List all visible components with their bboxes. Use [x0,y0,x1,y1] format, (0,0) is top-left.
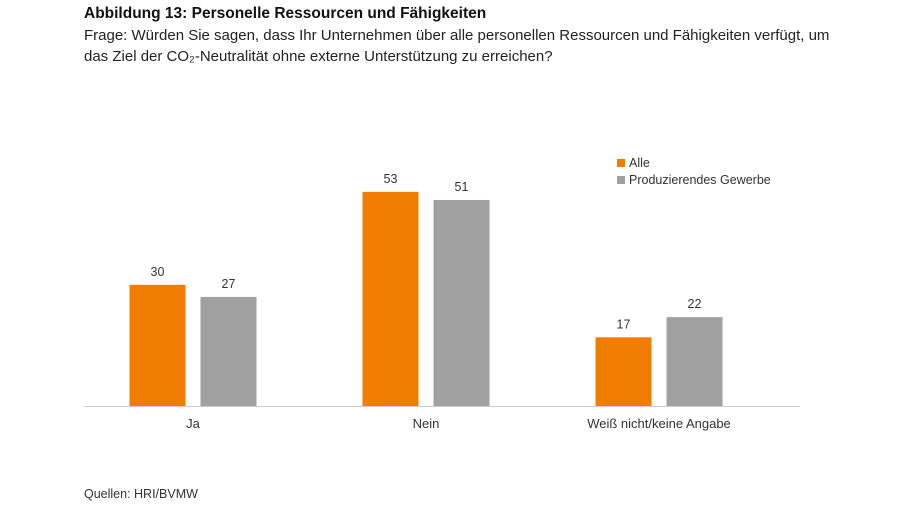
legend-label-gewerbe: Produzierendes Gewerbe [629,173,771,187]
data-label-alle-2: 17 [617,317,631,331]
legend-label-alle: Alle [629,156,650,170]
legend-swatch-alle [617,159,625,167]
bar-alle-1 [362,191,419,406]
chart-legend: Alle Produzierendes Gewerbe [617,155,771,189]
data-label-alle-1: 53 [384,172,398,186]
bar-alle-0 [129,284,186,406]
x-tick-label-2: Weiß nicht/keine Angabe [587,416,731,431]
bar-alle-2 [595,337,652,406]
bar-gewerbe-1 [433,199,490,406]
source-note: Quellen: HRI/BVMW [84,487,198,501]
x-tick-label-1: Nein [413,416,440,431]
data-label-gewerbe-0: 27 [222,277,236,291]
chart-title: Abbildung 13: Personelle Ressourcen und … [84,5,487,22]
data-label-gewerbe-2: 22 [688,297,702,311]
legend-item-gewerbe: Produzierendes Gewerbe [617,172,771,188]
legend-swatch-gewerbe [617,176,625,184]
data-label-alle-0: 30 [151,265,165,279]
bar-gewerbe-2 [666,317,723,406]
x-tick-label-0: Ja [186,416,201,431]
data-label-gewerbe-1: 51 [455,180,469,194]
legend-item-alle: Alle [617,155,771,171]
bar-gewerbe-0 [200,296,257,406]
chart-question: Frage: Würden Sie sagen, dass Ihr Untern… [84,27,830,65]
